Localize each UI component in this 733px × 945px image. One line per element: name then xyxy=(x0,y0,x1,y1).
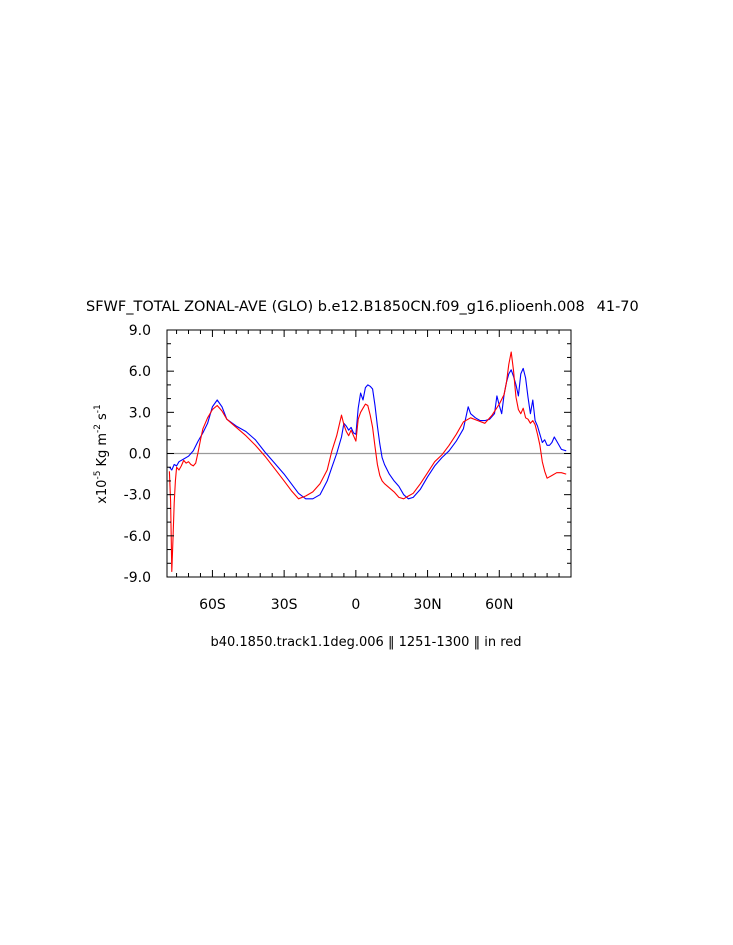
y-tick-label: 0.0 xyxy=(129,447,151,463)
y-tick-label: 9.0 xyxy=(129,323,151,339)
x-tick-labels: 60S 30S 0 30N 60N xyxy=(199,597,513,613)
y-axis-label-unit2-exp: -1 xyxy=(93,404,103,413)
y-axis-label-unit: Kg m xyxy=(95,433,110,467)
chart-title: SFWF_TOTAL ZONAL-AVE (GLO) b.e12.B1850CN… xyxy=(86,299,646,315)
y-axis-label: x10-5 Kg m-2 s-1 xyxy=(93,404,110,504)
y-tick-label: 6.0 xyxy=(129,364,151,380)
x-tick-label: 0 xyxy=(351,597,360,613)
x-tick-label: 60S xyxy=(199,597,226,613)
y-tick-label: -9.0 xyxy=(124,570,151,586)
series-layer xyxy=(168,351,567,573)
tick-marks xyxy=(167,329,571,578)
x-tick-label: 30S xyxy=(271,597,298,613)
plot-area: 9.0 6.0 3.0 0.0 -3.0 -6.0 -9.0 60S 30S 0 30N 60N xyxy=(124,323,572,613)
series-line-1 xyxy=(168,351,567,573)
y-axis-label-unit2: s xyxy=(95,413,110,420)
chart-subtitle: b40.1850.track1.1deg.006 ‖ 1251-1300 ‖ i… xyxy=(210,635,521,650)
x-tick-label: 30N xyxy=(413,597,441,613)
y-tick-label: -3.0 xyxy=(124,488,151,504)
y-axis-label-unit-exp: -2 xyxy=(93,424,103,433)
series-line-0 xyxy=(168,367,567,500)
y-axis-label-exp: -5 xyxy=(93,471,103,480)
y-tick-label: -6.0 xyxy=(124,529,151,545)
y-axis-label-prefix: x10 xyxy=(95,480,110,504)
x-tick-label: 60N xyxy=(485,597,513,613)
y-tick-label: 3.0 xyxy=(129,405,151,421)
y-tick-labels: 9.0 6.0 3.0 0.0 -3.0 -6.0 -9.0 xyxy=(124,323,151,586)
